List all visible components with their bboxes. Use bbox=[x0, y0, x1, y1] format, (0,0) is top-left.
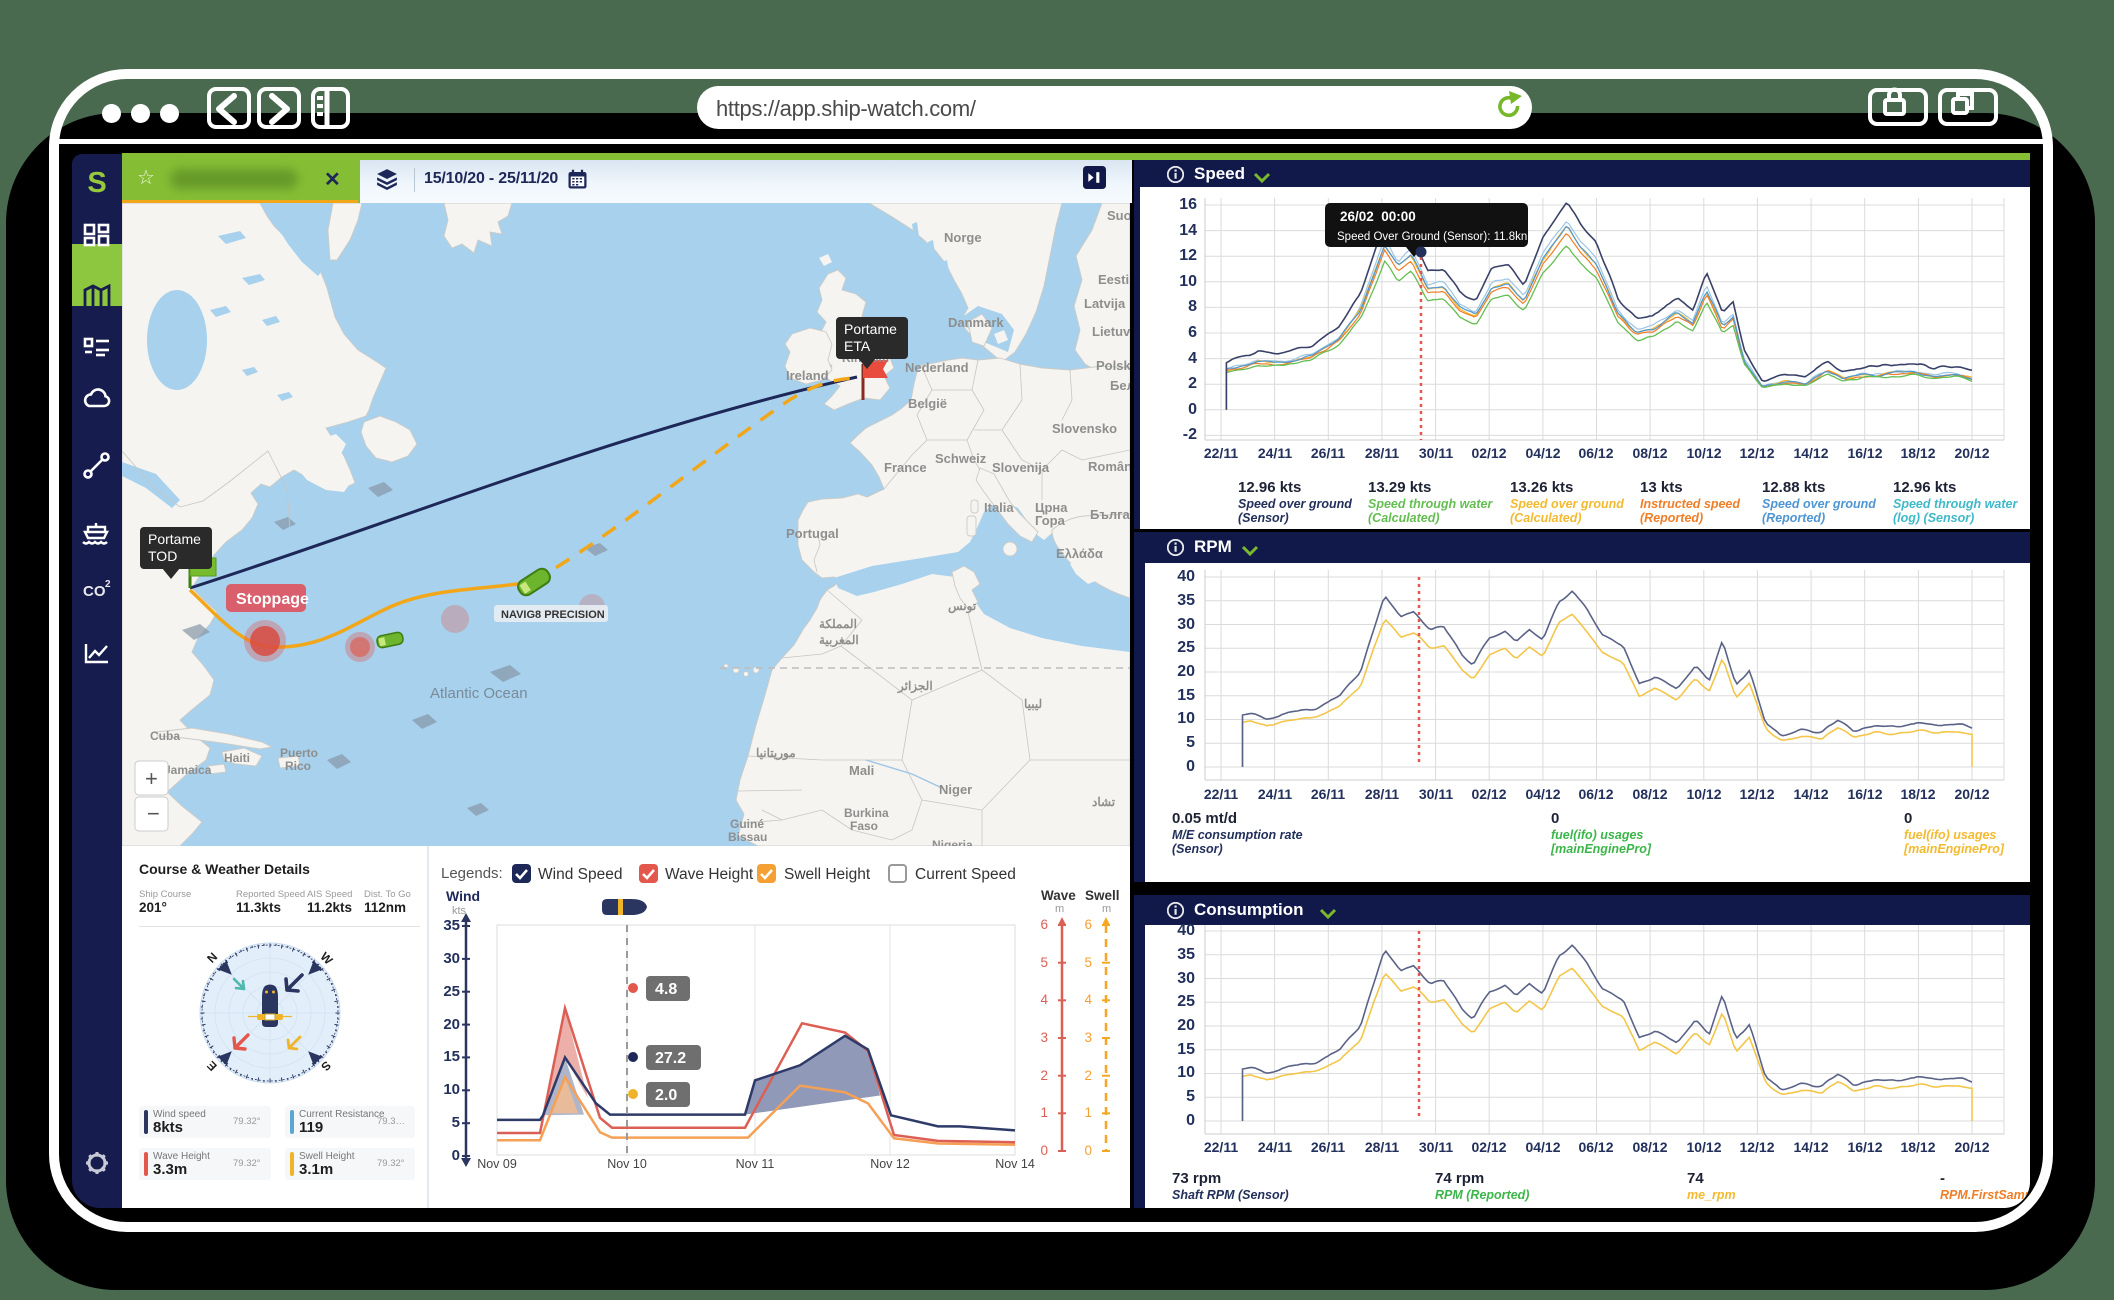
svg-text:Nederland: Nederland bbox=[905, 360, 969, 375]
svg-text:موريتانيا: موريتانيا bbox=[756, 746, 796, 761]
svg-text:TOD: TOD bbox=[148, 548, 177, 564]
svg-text:CO: CO bbox=[83, 583, 106, 600]
svg-text:Mali: Mali bbox=[849, 763, 874, 778]
svg-text:België: België bbox=[908, 396, 947, 411]
svg-text:E: E bbox=[204, 1058, 220, 1074]
svg-text:27.2: 27.2 bbox=[655, 1050, 686, 1067]
svg-text:تشاد: تشاد bbox=[1092, 795, 1116, 809]
svg-text:Portame: Portame bbox=[148, 531, 201, 547]
svg-text:Suomi: Suomi bbox=[1107, 208, 1130, 223]
svg-text:Latvija: Latvija bbox=[1084, 296, 1126, 311]
svg-text:Cuba: Cuba bbox=[150, 729, 180, 743]
svg-text:Бела: Бела bbox=[1110, 378, 1130, 393]
svg-text:Jamaica: Jamaica bbox=[164, 763, 212, 777]
svg-text:Lietuva: Lietuva bbox=[1092, 324, 1130, 339]
svg-text:Danmark: Danmark bbox=[948, 315, 1004, 330]
svg-text:Eesti: Eesti bbox=[1098, 272, 1129, 287]
svg-text:България: България bbox=[1090, 507, 1130, 522]
svg-text:Faso: Faso bbox=[850, 819, 878, 833]
svg-text:Atlantic Ocean: Atlantic Ocean bbox=[430, 685, 528, 702]
svg-text:Speed Over Ground (Sensor): 11: Speed Over Ground (Sensor): 11.8kn bbox=[1337, 231, 1527, 243]
svg-text:Puerto: Puerto bbox=[280, 746, 318, 760]
svg-text:Schweiz: Schweiz bbox=[935, 451, 987, 466]
svg-text:−: − bbox=[147, 801, 160, 826]
svg-text:Haiti: Haiti bbox=[224, 751, 250, 765]
svg-text:Slovensko: Slovensko bbox=[1052, 421, 1117, 436]
svg-text:ليبيا: ليبيا bbox=[1024, 697, 1042, 711]
svg-text:Portugal: Portugal bbox=[786, 526, 839, 541]
svg-text:Гора: Гора bbox=[1035, 513, 1066, 528]
svg-text:الجزائر: الجزائر bbox=[897, 679, 933, 694]
svg-text:ETA: ETA bbox=[844, 338, 871, 354]
svg-text:Ελλάδα: Ελλάδα bbox=[1056, 546, 1103, 561]
svg-text:Slovenija: Slovenija bbox=[992, 460, 1050, 475]
svg-text:المغربية: المغربية bbox=[819, 633, 859, 648]
svg-text:Niger: Niger bbox=[939, 782, 972, 797]
svg-text:NAVIG8 PRECISION: NAVIG8 PRECISION bbox=[501, 609, 605, 621]
svg-text:تونس: تونس bbox=[948, 599, 977, 614]
svg-text:Nigeria: Nigeria bbox=[932, 838, 973, 846]
svg-text:Burkina: Burkina bbox=[844, 806, 889, 820]
svg-text:+: + bbox=[145, 766, 158, 791]
svg-text:2.0: 2.0 bbox=[655, 1087, 677, 1104]
svg-text:France: France bbox=[884, 460, 927, 475]
svg-text:România: România bbox=[1088, 459, 1130, 474]
svg-text:Bissau: Bissau bbox=[728, 830, 767, 844]
svg-text:Guiné: Guiné bbox=[730, 817, 764, 831]
svg-text:4.8: 4.8 bbox=[655, 981, 677, 998]
svg-text:N: N bbox=[204, 950, 220, 966]
svg-text:Norge: Norge bbox=[944, 230, 982, 245]
svg-text:2: 2 bbox=[105, 579, 111, 590]
svg-text:Italia: Italia bbox=[984, 500, 1014, 515]
svg-text:Црна: Црна bbox=[1035, 500, 1068, 515]
svg-text:Stoppage: Stoppage bbox=[236, 591, 309, 608]
svg-text:المملكة: المملكة bbox=[819, 617, 857, 631]
svg-text:Rico: Rico bbox=[285, 759, 311, 773]
svg-text:Ireland: Ireland bbox=[786, 368, 829, 383]
svg-text:Portame: Portame bbox=[844, 321, 897, 337]
svg-text:Polska: Polska bbox=[1096, 358, 1130, 373]
svg-text:26/02 00:00: 26/02 00:00 bbox=[1340, 209, 1416, 224]
